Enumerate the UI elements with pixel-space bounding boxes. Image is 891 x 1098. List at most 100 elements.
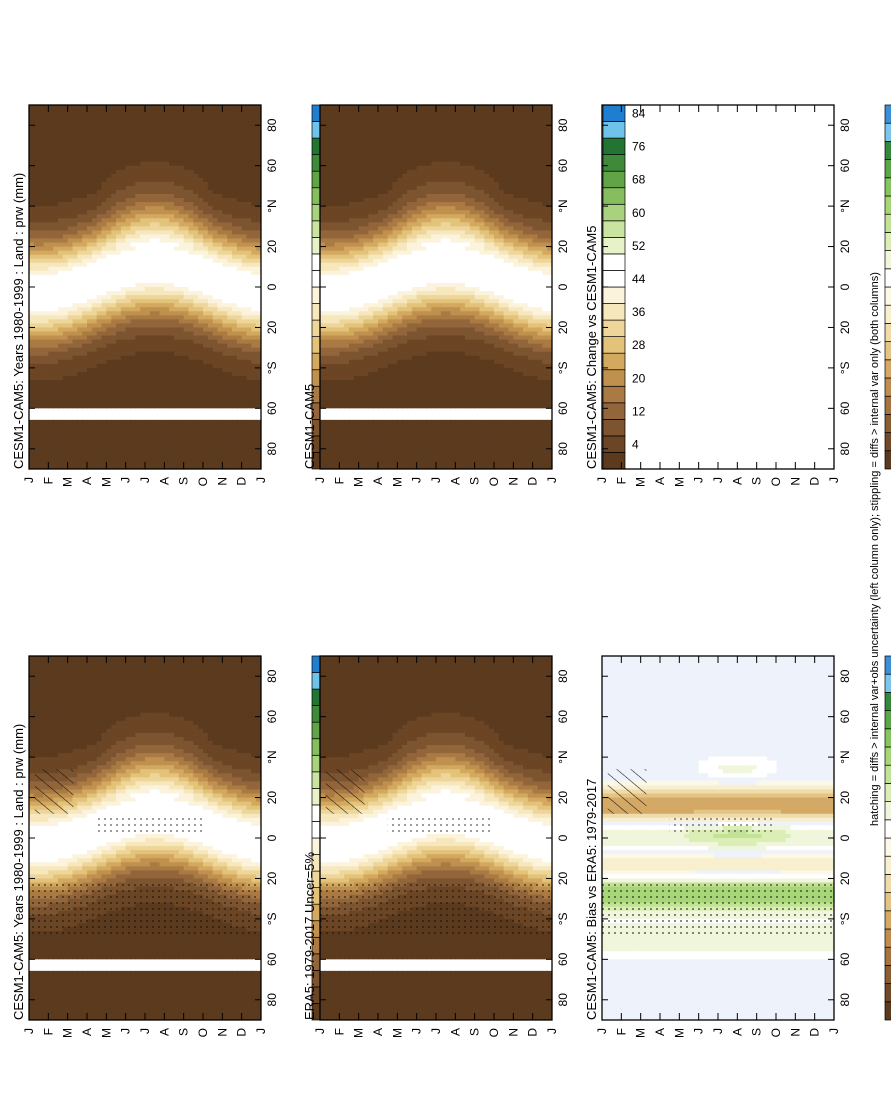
field-cell: [111, 444, 117, 449]
field-cell: [106, 849, 112, 855]
field-cell: [159, 748, 165, 754]
field-cell: [106, 768, 112, 774]
field-cell: [87, 764, 93, 770]
field-cell: [188, 736, 194, 741]
field-cell: [232, 768, 238, 774]
field-cell: [62, 448, 69, 453]
field-cell: [256, 942, 261, 948]
field-cell: [256, 440, 261, 445]
field-cell: [188, 800, 194, 806]
field-cell: [227, 768, 233, 774]
field-cell: [236, 444, 243, 449]
field-cell: [241, 464, 248, 469]
field-cell: [87, 716, 93, 721]
field-cell: [53, 444, 59, 449]
field-cell: [38, 995, 45, 1000]
field-cell: [38, 829, 45, 834]
field-cell: [236, 744, 243, 750]
field-cell: [72, 954, 78, 960]
field-cell: [149, 873, 156, 879]
field-cell: [203, 776, 209, 782]
field-cell: [227, 780, 233, 786]
field-cell: [91, 671, 98, 677]
field-cell: [82, 978, 88, 984]
field-cell: [82, 703, 88, 709]
field-cell: [48, 873, 54, 879]
field-cell: [149, 833, 156, 838]
field-cell: [164, 800, 170, 806]
field-cell: [222, 452, 228, 457]
field-cell: [125, 942, 132, 948]
field-cell: [87, 849, 93, 855]
field-cell: [256, 703, 261, 709]
field-cell: [130, 659, 136, 665]
field-cell: [135, 833, 141, 838]
field-cell: [125, 1011, 132, 1016]
field-cell: [256, 460, 261, 465]
field-cell: [246, 987, 252, 992]
field-cell: [29, 849, 35, 855]
field-cell: [198, 877, 204, 883]
field-cell: [145, 436, 151, 441]
field-cell: [101, 444, 107, 449]
field-cell: [154, 436, 161, 441]
field-cell: [58, 934, 64, 940]
field-cell: [77, 1007, 83, 1012]
field-cell: [227, 432, 233, 437]
field-cell: [33, 987, 40, 992]
field-cell: [193, 756, 199, 762]
field-cell: [149, 970, 156, 976]
field-cell: [91, 877, 98, 883]
field-cell: [236, 974, 243, 980]
field-cell: [159, 740, 165, 745]
field-cell: [135, 432, 141, 437]
field-cell: [125, 780, 132, 786]
field-cell: [256, 853, 261, 859]
field-cell: [207, 833, 214, 838]
field-cell: [29, 756, 35, 762]
field-cell: [43, 837, 49, 843]
field-cell: [178, 756, 185, 762]
field-cell: [130, 675, 136, 681]
field-cell: [232, 732, 238, 737]
field-cell: [77, 764, 83, 770]
field-cell: [48, 740, 54, 745]
field-cell: [169, 419, 175, 425]
field-cell: [106, 659, 112, 665]
field-cell: [178, 849, 185, 855]
field-cell: [232, 938, 238, 944]
field-cell: [96, 671, 103, 677]
field-cell: [159, 991, 165, 996]
field-cell: [120, 695, 127, 701]
field-cell: [149, 756, 156, 762]
field-cell: [96, 999, 103, 1004]
field-cell: [82, 728, 88, 733]
field-cell: [178, 970, 185, 976]
field-cell: [178, 683, 185, 689]
field-cell: [67, 659, 74, 665]
field-cell: [29, 679, 35, 685]
field-cell: [217, 780, 223, 786]
field-cell: [169, 974, 175, 980]
field-cell: [145, 720, 151, 725]
field-cell: [188, 456, 194, 461]
field-cell: [48, 837, 54, 843]
lat-tick-label: °N: [265, 750, 279, 763]
field-cell: [251, 403, 257, 409]
month-tick-label: D: [235, 1028, 249, 1037]
field-cell: [154, 744, 161, 750]
field-cell: [203, 825, 209, 830]
field-cell: [77, 728, 83, 733]
field-cell: [236, 716, 243, 721]
field-cell: [227, 849, 233, 855]
field-cell: [193, 703, 199, 709]
field-cell: [183, 752, 190, 758]
field-cell: [198, 970, 204, 976]
field-cell: [120, 837, 127, 843]
field-cell: [58, 833, 64, 838]
field-cell: [174, 784, 180, 790]
field-cell: [159, 671, 165, 677]
field-cell: [193, 748, 199, 754]
field-cell: [236, 776, 243, 782]
